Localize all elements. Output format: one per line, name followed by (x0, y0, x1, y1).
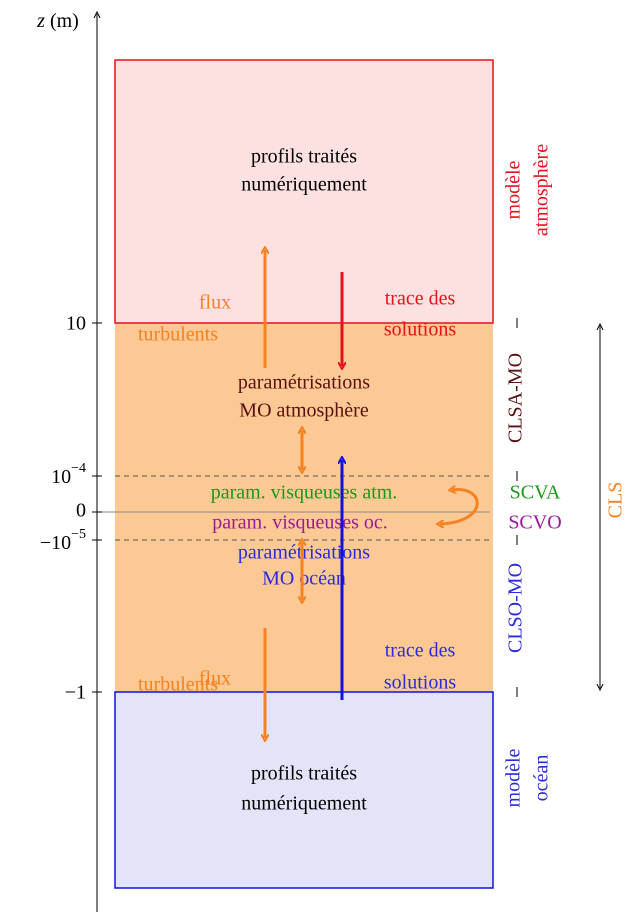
tick-labels: 10 10−4 0 −10−5 −1 (40, 313, 86, 704)
text: flux (199, 292, 231, 314)
label: CLS (605, 482, 627, 519)
label: atmosphère (531, 144, 553, 236)
text: solutions (384, 319, 456, 341)
tick-label: 10 (66, 313, 86, 335)
text: solutions (384, 672, 456, 694)
text: numériquement (241, 174, 367, 196)
boundary-layer (115, 323, 493, 692)
text: trace des (385, 288, 456, 310)
text: MO atmosphère (239, 400, 369, 422)
text: profils traités (251, 763, 357, 785)
tick-label: −1 (65, 682, 86, 704)
label: SCVA (510, 482, 561, 504)
text: flux (199, 668, 231, 690)
atmosphere-box (114, 59, 494, 324)
label: modèle (503, 748, 525, 807)
tick-label: 0 (76, 500, 86, 522)
text: turbulents (138, 324, 218, 346)
text: trace des (385, 640, 456, 662)
text: paramétrisations (238, 542, 370, 564)
tick-label: 10−4 (51, 461, 86, 487)
axis-label: z (m) (36, 10, 79, 32)
label: océan (531, 755, 553, 802)
ocean-box (114, 691, 494, 889)
label: SCVO (508, 512, 561, 534)
text: MO océan (262, 568, 346, 590)
arrows (265, 250, 479, 738)
text: turbulents (138, 674, 218, 696)
text: paramétrisations (238, 372, 370, 394)
text: param. visqueuses oc. (212, 512, 388, 534)
tick-label: −10−5 (40, 527, 86, 553)
label: CLSA-MO (505, 353, 527, 443)
ticks (92, 318, 518, 697)
text: profils traités (251, 146, 357, 168)
text: param. visqueuses atm. (211, 482, 398, 504)
label: CLSO-MO (505, 563, 527, 653)
label: modèle (503, 160, 525, 219)
text: numériquement (241, 793, 367, 815)
